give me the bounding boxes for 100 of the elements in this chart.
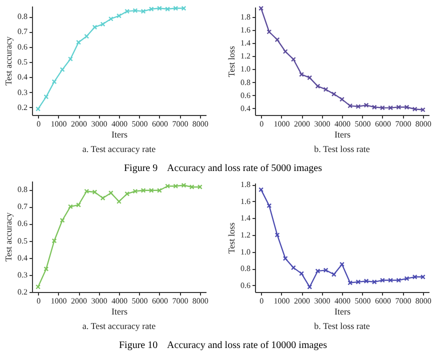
caption: Figure 10 Accuracy and loss rate of 10000 images (118, 339, 328, 353)
y-axis-title: Test accuracy (4, 36, 14, 86)
point (404, 276, 410, 282)
point (299, 271, 304, 276)
x-tick-label: 1000 (274, 296, 290, 306)
point (307, 284, 312, 290)
point (290, 265, 296, 270)
x-tick-label: 4000 (334, 296, 350, 306)
x-tick-label: 8000 (192, 296, 208, 306)
point (76, 40, 82, 45)
x-tick-label: 6000 (374, 296, 391, 306)
y-tick-label: 0.3 (18, 270, 28, 280)
point (181, 182, 186, 188)
point (323, 268, 328, 273)
x-tick-label: 4000 (112, 120, 128, 128)
x-tick-label: 6000 (152, 120, 168, 128)
y-tick-label: 0.4 (240, 104, 250, 113)
x-tick-label: 0 (260, 296, 264, 306)
point (356, 279, 361, 284)
point (266, 203, 272, 208)
point (140, 188, 146, 193)
point (165, 184, 170, 189)
point (100, 196, 106, 201)
x-tick-label: 4000 (112, 296, 128, 306)
x-tick-label: 3000 (91, 296, 108, 306)
point (189, 184, 194, 190)
point (299, 72, 304, 77)
x-axis-title: Iters (112, 130, 128, 140)
point (60, 218, 65, 223)
x-axis-title: Iters (334, 306, 351, 316)
point (68, 204, 73, 210)
point (173, 6, 178, 11)
point (116, 13, 122, 18)
x-axis-title: Iters (334, 130, 351, 140)
x-tick-label: 5000 (132, 296, 148, 306)
point (124, 191, 130, 196)
point (156, 6, 162, 11)
point (307, 75, 312, 80)
point (388, 105, 394, 110)
y-tick-label: 1.0 (240, 64, 250, 74)
point (323, 87, 328, 92)
point (396, 104, 402, 110)
y-tick-label: 1.6 (240, 196, 250, 206)
point (76, 202, 82, 208)
x-tick-label: 7000 (395, 120, 412, 128)
point (165, 6, 170, 12)
point (331, 272, 336, 277)
y-tick-label: 1.6 (240, 25, 250, 34)
point (372, 104, 377, 110)
point (148, 6, 154, 12)
y-axis-title: Test accuracy (4, 212, 14, 262)
text: b. Test loss rate (314, 144, 370, 154)
point (108, 16, 114, 22)
y-tick-label: 0.6 (18, 219, 28, 228)
text: a. Test accuracy rate (82, 321, 156, 331)
point (52, 79, 57, 84)
y-axis-title: Test loss (226, 45, 236, 78)
x-tick-label: 7000 (395, 296, 412, 306)
x-tick-label: 6000 (374, 120, 391, 128)
x-tick-label: 1000 (50, 296, 67, 306)
point (274, 37, 280, 42)
x-tick-label: 5000 (354, 296, 371, 306)
point (108, 190, 114, 196)
point (84, 188, 90, 194)
y-tick-label: 1.2 (240, 230, 250, 240)
point (340, 96, 344, 102)
point (315, 84, 320, 89)
x-tick-label: 0 (36, 296, 41, 306)
y-tick-label: 0.5 (18, 236, 28, 246)
x-tick-label: 3000 (314, 296, 330, 306)
point (68, 56, 73, 62)
x-tick-label: 4000 (334, 120, 350, 128)
y-tick-label: 0.6 (240, 280, 250, 290)
y-tick-label: 1.4 (240, 38, 250, 48)
y-tick-label: 0.6 (18, 42, 28, 52)
point (380, 278, 385, 283)
x-tick-label: 1000 (50, 120, 67, 128)
x-tick-label: 8000 (192, 120, 208, 128)
point (92, 24, 98, 30)
point (266, 29, 272, 34)
x-tick-label: 7000 (172, 120, 188, 128)
x-tick-label: 5000 (354, 120, 371, 128)
point (282, 256, 288, 261)
x-tick-label: 6000 (152, 296, 168, 306)
point (412, 106, 418, 112)
point (404, 104, 410, 110)
y-tick-label: 0.8 (18, 12, 28, 22)
point (315, 268, 320, 274)
point (44, 266, 49, 272)
y-tick-label: 0.6 (240, 90, 250, 100)
y-tick-label: 0.8 (18, 185, 28, 194)
y-axis-title: Test loss (226, 222, 236, 254)
point (116, 199, 122, 204)
y-tick-label: 0.3 (18, 88, 28, 97)
point (388, 278, 394, 283)
point (331, 92, 336, 97)
point (372, 279, 377, 284)
point (348, 103, 353, 108)
point (364, 102, 369, 108)
point (356, 104, 361, 109)
